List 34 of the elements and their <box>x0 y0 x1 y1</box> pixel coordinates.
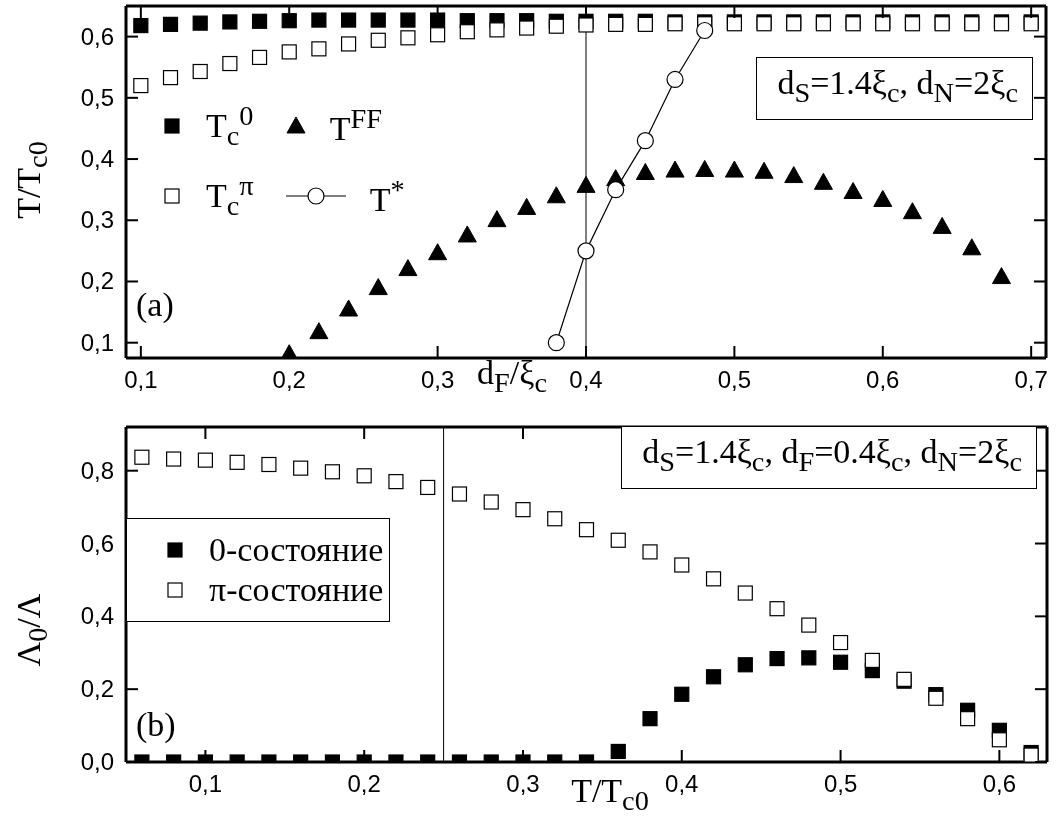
x-axis-title: d$_{F}$/ξ$_{c}$ <box>477 354 547 399</box>
x-tick-label: 0,3 <box>506 770 540 797</box>
x-tick-label: 0,1 <box>188 770 223 797</box>
text: d$_{S}$=1.4ξ$_{c}$, d$_{F}$=0.4ξ$_{c}$, d$_{N}$=2ξ$_{c}$ <box>642 433 1022 477</box>
y-tick-label: 0,4 <box>80 145 114 173</box>
annotation: (b) <box>136 705 176 745</box>
y-tick-label: 0,1 <box>80 328 114 356</box>
annotation: d$_{S}$=1.4ξ$_{c}$, d$_{N}$=2ξ$_{c}$ <box>756 57 1033 120</box>
x-tick-label: 0,7 <box>1014 366 1048 393</box>
y-tick-label: 0,2 <box>80 267 114 295</box>
x-tick-label: 0,4 <box>569 366 603 393</box>
legend-label: 0-состояние <box>209 531 384 569</box>
x-axis-title: T/T$_{c0}$ <box>571 772 649 817</box>
y-tick-label: 0,3 <box>80 206 114 234</box>
y-tick-label: 0,0 <box>80 748 114 775</box>
x-tick-label: 0,1 <box>124 366 158 393</box>
x-tick-label: 0,6 <box>982 770 1017 797</box>
legend-label: T$^{FF}$ <box>329 103 382 149</box>
x-tick-label: 0,4 <box>665 770 699 797</box>
y-tick-label: 0,6 <box>80 529 114 557</box>
annotation: (a) <box>136 285 174 325</box>
legend-label: π-состояние <box>209 571 384 609</box>
x-tick-label: 0,2 <box>272 366 306 393</box>
x-tick-label: 0,2 <box>347 770 381 797</box>
y-tick-label: 0,2 <box>80 675 114 703</box>
x-tick-label: 0,5 <box>823 770 858 797</box>
legend-label: T$^{*}$ <box>369 173 405 219</box>
y-tick-label: 0,6 <box>80 22 114 50</box>
x-tick-label: 0,3 <box>420 366 455 393</box>
x-tick-label: 0,5 <box>717 366 752 393</box>
y-tick-label: 0,5 <box>80 83 114 111</box>
x-tick-label: 0,6 <box>866 366 900 393</box>
y-tick-label: 0,4 <box>80 602 114 630</box>
y-tick-label: 0,8 <box>80 456 114 484</box>
